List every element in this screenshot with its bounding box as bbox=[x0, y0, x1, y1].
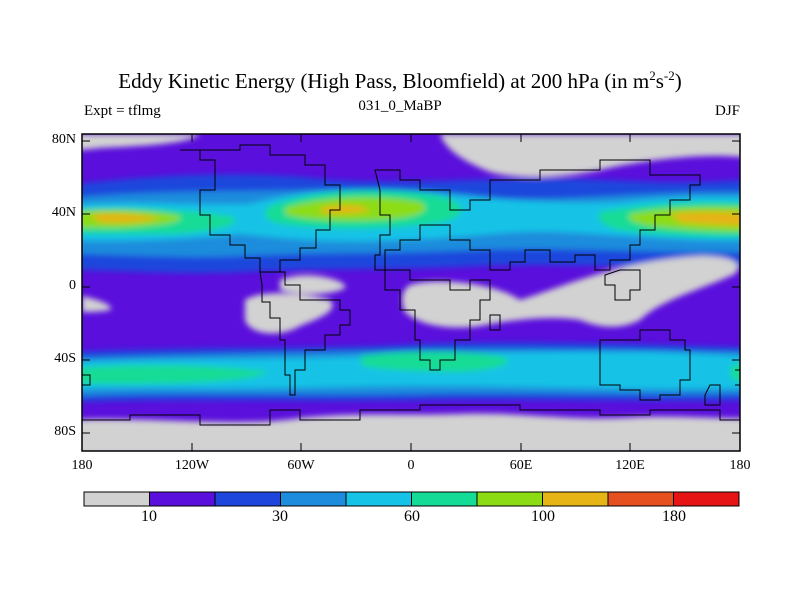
season-label: DJF bbox=[714, 103, 740, 119]
colorbar-swatch bbox=[149, 491, 216, 507]
contour-field bbox=[82, 134, 740, 451]
colorbar-swatch bbox=[476, 491, 543, 507]
lon-label: 120E bbox=[615, 458, 645, 473]
experiment-code: 031_0_MaBP bbox=[358, 98, 442, 114]
lon-label: 60E bbox=[509, 458, 533, 473]
lon-label: 0 bbox=[407, 458, 415, 473]
lat-label: 80S bbox=[54, 424, 76, 439]
colorbar-swatch bbox=[673, 491, 740, 507]
colorbar-swatch bbox=[411, 491, 478, 507]
colorbar-swatch bbox=[607, 491, 674, 507]
lon-label: 180 bbox=[71, 458, 93, 473]
lon-label: 120W bbox=[174, 458, 210, 473]
colorbar-swatch bbox=[280, 491, 347, 507]
coastlines bbox=[82, 144, 740, 426]
lat-label: 80N bbox=[51, 132, 76, 147]
colorbar-label: 180 bbox=[662, 508, 686, 525]
axis-ticks bbox=[81, 134, 741, 451]
colorbar-label: 30 bbox=[272, 508, 288, 525]
lat-label: 0 bbox=[69, 278, 76, 293]
lat-label: 40N bbox=[51, 205, 76, 220]
colorbar-swatch bbox=[542, 491, 609, 507]
colorbar-swatch bbox=[214, 491, 281, 507]
colorbar-label: 60 bbox=[404, 508, 420, 525]
lat-label: 40S bbox=[54, 351, 76, 366]
colorbar-label: 10 bbox=[141, 508, 157, 525]
colorbar-swatch bbox=[345, 491, 412, 507]
lon-label: 60W bbox=[287, 458, 315, 473]
colorbar bbox=[83, 491, 740, 507]
lon-label: 180 bbox=[729, 458, 751, 473]
colorbar-swatch bbox=[83, 491, 150, 507]
experiment-label: Expt = tflmg bbox=[84, 103, 161, 119]
colorbar-label: 100 bbox=[531, 508, 555, 525]
plot-title: Eddy Kinetic Energy (High Pass, Bloomfie… bbox=[118, 68, 682, 93]
